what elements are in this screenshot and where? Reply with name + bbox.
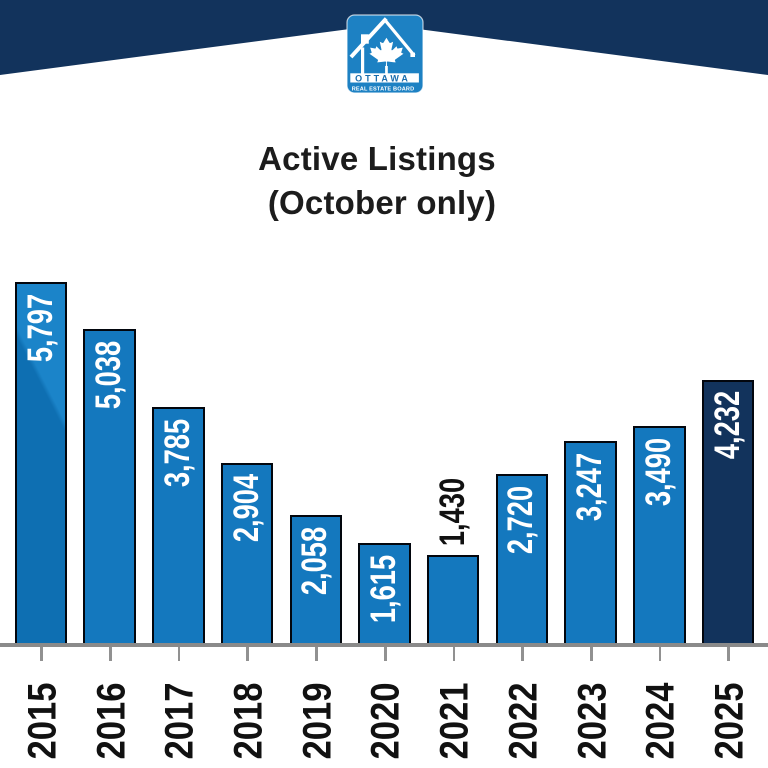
- svg-text:REAL ESTATE BOARD: REAL ESTATE BOARD: [352, 86, 415, 92]
- svg-text:OTTAWA: OTTAWA: [355, 73, 411, 83]
